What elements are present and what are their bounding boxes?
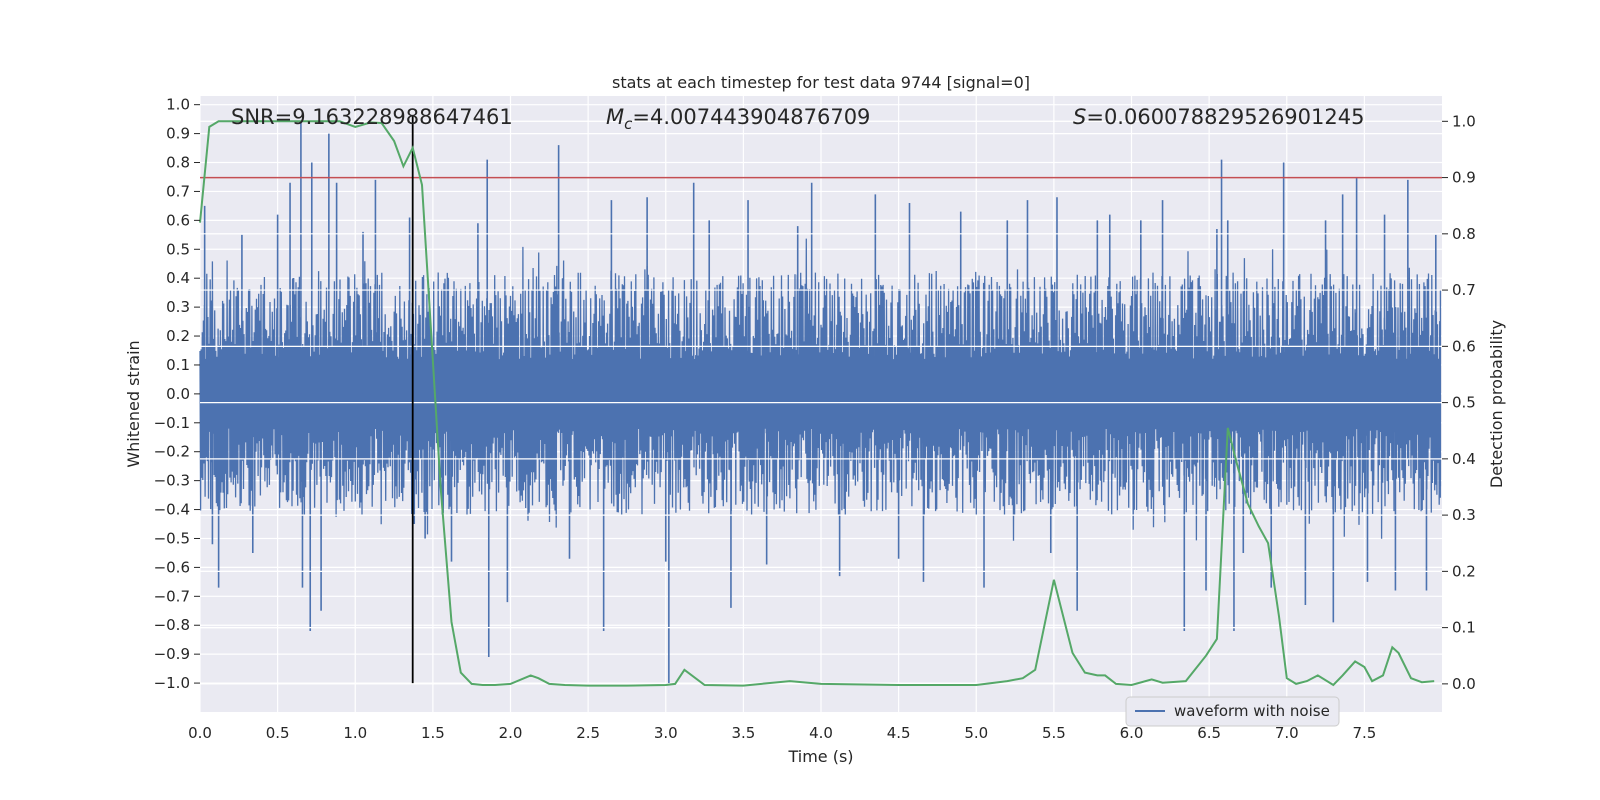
statistic-symbol: S	[1073, 105, 1086, 129]
right-y-tick-label: 0.2	[1452, 562, 1476, 580]
statistic-value: =0.060078829526901245	[1086, 105, 1364, 129]
x-tick-label: 5.5	[1042, 724, 1066, 742]
x-tick-label: 2.0	[499, 724, 523, 742]
left-y-axis-ticks: 1.0 0.9 0.8 0.7 0.6 0.5 0.4 0.3 0.2 0.1 0.0 −0.1 −0.…	[154, 96, 200, 692]
x-tick-label: 1.5	[421, 724, 445, 742]
x-axis-ticks: 0.0 0.5 1.0 1.5 2.0 2.5 3.0 3.5 4.0 4.5 5.0 5.5 6.0 6…	[188, 724, 1376, 742]
left-y-tick-label: −0.7	[154, 587, 190, 605]
left-y-tick-label: 0.4	[166, 269, 190, 287]
left-y-tick-label: 0.8	[166, 154, 190, 172]
left-y-tick-label: 0.9	[166, 125, 190, 143]
legend-label: waveform with noise	[1174, 702, 1330, 720]
chart-title: stats at each timestep for test data 974…	[612, 73, 1030, 92]
left-y-tick-label: 0.0	[166, 385, 190, 403]
right-y-tick-label: 0.4	[1452, 450, 1476, 468]
snr-annotation: SNR=9.163228988647461	[231, 105, 513, 129]
chirp-mass-value: =4.007443904876709	[632, 105, 870, 129]
x-tick-label: 4.0	[809, 724, 833, 742]
right-y-tick-label: 0.5	[1452, 394, 1476, 412]
x-tick-label: 7.0	[1275, 724, 1299, 742]
chirp-mass-symbol: M	[606, 105, 624, 129]
legend: waveform with noise	[1125, 696, 1340, 727]
left-y-tick-label: 0.6	[166, 211, 190, 229]
x-tick-label: 1.0	[343, 724, 367, 742]
left-y-tick-label: −0.9	[154, 645, 190, 663]
left-y-tick-label: −1.0	[154, 674, 190, 692]
statistic-annotation: S=0.060078829526901245	[1073, 105, 1364, 129]
x-tick-label: 0.0	[188, 724, 212, 742]
x-tick-label: 3.5	[731, 724, 755, 742]
x-tick-label: 0.5	[266, 724, 290, 742]
right-y-tick-label: 1.0	[1452, 112, 1476, 130]
chirp-mass-subscript: c	[624, 115, 633, 133]
x-tick-label: 2.5	[576, 724, 600, 742]
left-y-tick-label: 0.3	[166, 298, 190, 316]
legend-frame	[1125, 696, 1340, 727]
left-y-tick-label: 0.7	[166, 182, 190, 200]
x-tick-label: 4.5	[887, 724, 911, 742]
x-tick-label: 7.5	[1352, 724, 1376, 742]
waveform-series	[199, 122, 1442, 684]
left-y-tick-label: −0.2	[154, 443, 190, 461]
right-y-axis-label: Detection probability	[1487, 320, 1506, 488]
right-y-tick-label: 0.6	[1452, 337, 1476, 355]
left-y-tick-label: 0.2	[166, 327, 190, 345]
right-y-tick-label: 0.3	[1452, 506, 1476, 524]
waveform-noise	[199, 238, 1442, 541]
detection-probability-line	[199, 120, 1435, 687]
x-tick-label: 6.0	[1120, 724, 1144, 742]
left-y-tick-label: −0.1	[154, 414, 190, 432]
left-y-tick-label: −0.4	[154, 501, 190, 519]
chirp-mass-annotation: Mc=4.007443904876709	[606, 105, 870, 133]
right-y-tick-label: 0.1	[1452, 619, 1476, 637]
left-y-tick-label: −0.5	[154, 529, 190, 547]
x-tick-label: 3.0	[654, 724, 678, 742]
right-y-axis-ticks: 1.0 0.9 0.8 0.7 0.6 0.5 0.4 0.3 0.2 0.1 0.0	[1442, 112, 1476, 693]
right-y-tick-label: 0.0	[1452, 675, 1476, 693]
left-y-tick-label: −0.6	[154, 558, 190, 576]
x-tick-label: 5.0	[964, 724, 988, 742]
x-tick-label: 6.5	[1197, 724, 1221, 742]
right-y-tick-label: 0.8	[1452, 225, 1476, 243]
left-y-axis-label: Whitened strain	[124, 340, 143, 467]
left-y-tick-label: 1.0	[166, 96, 190, 114]
left-y-tick-label: 0.1	[166, 356, 190, 374]
right-y-tick-label: 0.9	[1452, 169, 1476, 187]
left-y-tick-label: 0.5	[166, 240, 190, 258]
x-axis-label: Time (s)	[787, 747, 853, 766]
right-y-tick-label: 0.7	[1452, 281, 1476, 299]
left-y-tick-label: −0.8	[154, 616, 190, 634]
left-y-tick-label: −0.3	[154, 472, 190, 490]
